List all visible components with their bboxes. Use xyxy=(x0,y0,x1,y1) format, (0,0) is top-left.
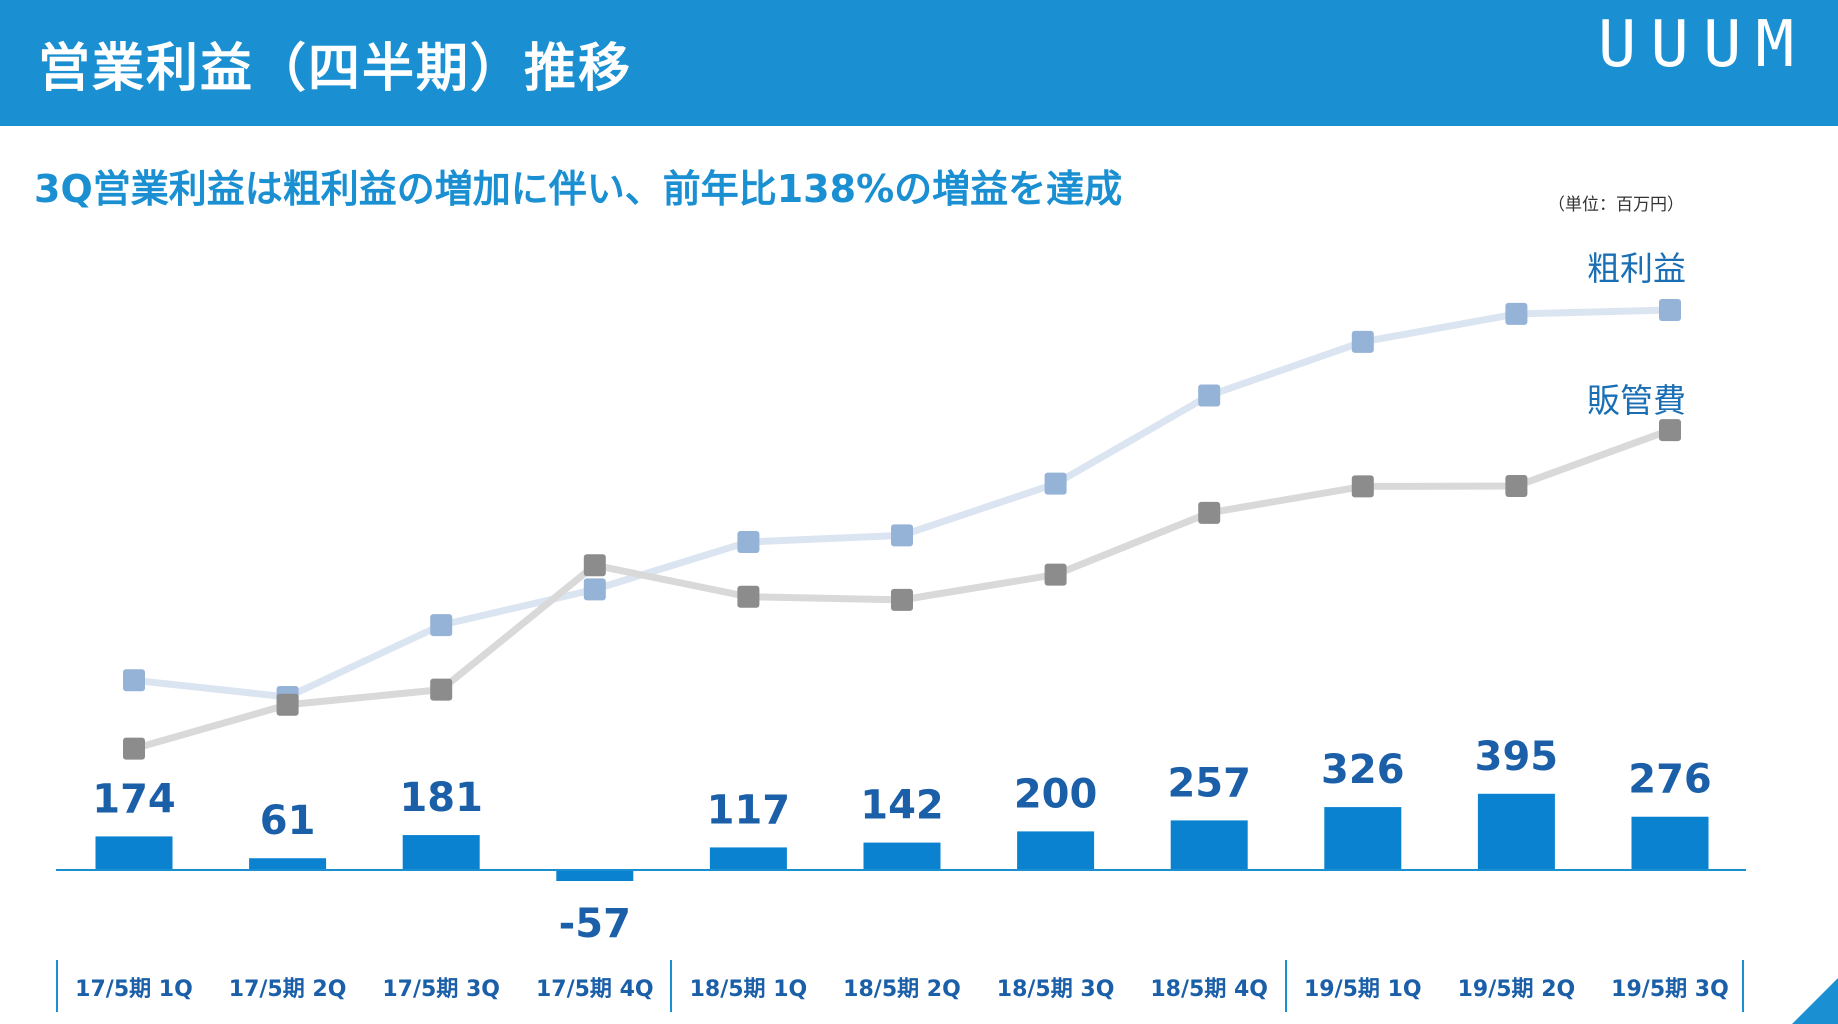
sga-marker xyxy=(123,737,145,760)
gross-profit-marker xyxy=(123,669,145,692)
bar-value-label: -57 xyxy=(559,901,631,947)
header-bar: 営業利益（四半期）推移 UUUM xyxy=(0,0,1838,126)
legend-sga: 販管費 xyxy=(1587,381,1686,420)
category-label: 17/5期 3Q xyxy=(382,977,500,1002)
sga-marker xyxy=(737,585,760,608)
gross-profit-marker xyxy=(737,530,760,553)
sga-marker xyxy=(1044,563,1067,586)
bar-value-label: 257 xyxy=(1167,760,1251,806)
bar-value-label: 276 xyxy=(1628,757,1712,803)
bar-value-label: 174 xyxy=(92,776,176,822)
brand-logo: UUUM xyxy=(1597,8,1808,82)
gross-profit-marker xyxy=(1044,472,1067,495)
bar-value-label: 395 xyxy=(1475,734,1559,780)
page-title: 営業利益（四半期）推移 xyxy=(38,39,633,99)
gross-profit-marker xyxy=(583,578,606,601)
bar-value-label: 181 xyxy=(399,775,483,821)
bar-value-label: 142 xyxy=(860,783,944,829)
operating-profit-bar xyxy=(1017,831,1095,870)
gross-profit-marker xyxy=(430,614,453,637)
sga-marker xyxy=(891,588,913,611)
sga-marker xyxy=(276,693,299,716)
category-label: 19/5期 3Q xyxy=(1611,977,1729,1002)
operating-profit-bar xyxy=(863,842,941,870)
gross-profit-marker xyxy=(1351,330,1374,353)
sga-marker xyxy=(1505,475,1528,498)
category-label: 18/5期 3Q xyxy=(997,977,1115,1002)
category-label: 17/5期 4Q xyxy=(536,977,654,1002)
operating-profit-bar xyxy=(1324,807,1402,870)
bar-value-label: 61 xyxy=(260,798,316,844)
category-label: 18/5期 2Q xyxy=(843,977,961,1002)
bar-value-label: 200 xyxy=(1014,771,1098,817)
gross-profit-marker xyxy=(1505,302,1528,325)
legend-gross-profit: 粗利益 xyxy=(1587,249,1686,288)
operating-profit-bar xyxy=(1477,793,1555,870)
category-label: 18/5期 1Q xyxy=(690,977,808,1002)
operating-profit-bar xyxy=(1170,820,1248,870)
gross-profit-marker xyxy=(891,524,913,547)
category-label: 19/5期 1Q xyxy=(1304,977,1422,1002)
sga-marker xyxy=(583,554,606,577)
bar-value-label: 326 xyxy=(1321,747,1405,793)
category-label: 17/5期 2Q xyxy=(229,977,347,1002)
corner-accent xyxy=(1792,978,1838,1024)
operating-profit-bar xyxy=(249,858,327,870)
sga-marker xyxy=(1659,419,1681,442)
operating-profit-bar xyxy=(709,847,787,870)
operating-profit-bar xyxy=(402,835,480,870)
gross-profit-marker xyxy=(1198,384,1221,407)
headline: 3Q営業利益は粗利益の増加に伴い、前年比138%の増益を達成 xyxy=(34,167,1123,211)
operating-profit-bar xyxy=(1631,816,1709,870)
category-label: 18/5期 4Q xyxy=(1150,977,1268,1002)
operating-profit-bar xyxy=(95,836,173,870)
sga-marker xyxy=(430,678,453,701)
gross-profit-marker xyxy=(1659,299,1681,321)
bar-value-label: 117 xyxy=(707,787,791,833)
category-label: 19/5期 2Q xyxy=(1458,977,1576,1002)
gross-profit-line xyxy=(133,306,1671,701)
sga-marker xyxy=(1351,475,1374,498)
sga-marker xyxy=(1198,501,1221,524)
category-label: 17/5期 1Q xyxy=(75,977,193,1002)
operating-profit-bar xyxy=(556,870,634,882)
unit-label: （単位：百万円） xyxy=(1548,195,1684,215)
